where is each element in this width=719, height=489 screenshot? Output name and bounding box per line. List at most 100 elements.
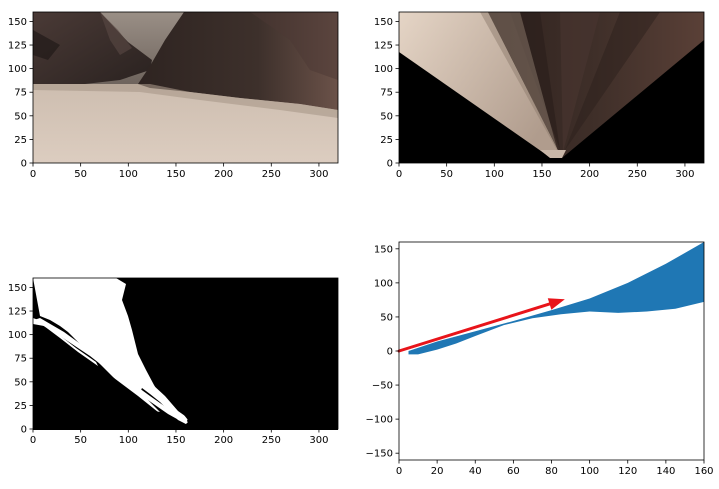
y-tick: 50 (14, 377, 33, 388)
y-tick: 0 (387, 347, 399, 358)
y-tick-label: −50 (372, 381, 393, 392)
y-tick-label: 75 (380, 88, 393, 99)
x-tick-label: 0 (396, 169, 402, 180)
x-tick: 50 (74, 163, 87, 180)
y-tick: 150 (374, 244, 399, 255)
y-tick: 100 (374, 278, 399, 289)
y-tick-label: 100 (374, 64, 393, 75)
x-tick-label: 150 (166, 169, 185, 180)
x-tick: 0 (396, 460, 402, 477)
y-tick-label: 50 (14, 377, 27, 388)
x-tick: 50 (74, 429, 87, 446)
x-tick-label: 60 (507, 466, 520, 477)
x-tick: 250 (262, 163, 281, 180)
x-tick: 100 (485, 163, 504, 180)
y-tick: −100 (366, 415, 399, 426)
x-tick-label: 250 (262, 169, 281, 180)
x-tick-label: 80 (545, 466, 558, 477)
x-tick: 160 (694, 460, 714, 477)
threshold-image-panel: 0 50 100 150 200 250 300 0 25 50 75 100 125 150 (8, 277, 339, 446)
x-tick-label: 200 (214, 435, 233, 446)
y-tick: 25 (380, 135, 399, 146)
x-tick-label: 150 (166, 435, 185, 446)
y-tick-label: 100 (8, 64, 27, 75)
y-tick-label: 0 (21, 425, 27, 436)
x-tick: 300 (309, 429, 328, 446)
y-tick: −50 (372, 381, 399, 392)
y-tick-label: 0 (387, 347, 393, 358)
x-tick-label: 100 (119, 435, 138, 446)
x-tick-label: 300 (309, 435, 328, 446)
x-tick-label: 100 (119, 169, 138, 180)
x-tick: 200 (214, 163, 233, 180)
camera-image-panel: 0 50 100 150 200 250 300 0 25 50 75 100 125 150 (8, 11, 339, 180)
y-tick: 50 (380, 312, 399, 323)
y-tick-label: 50 (380, 312, 393, 323)
y-tick: 100 (8, 64, 33, 75)
x-tick: 300 (675, 163, 694, 180)
x-tick-label: 140 (656, 466, 675, 477)
x-tick: 40 (469, 460, 482, 477)
camera-image-axes: 0 50 100 150 200 250 300 0 25 50 75 100 125 150 (8, 17, 329, 180)
x-tick: 100 (119, 429, 138, 446)
y-tick-label: −150 (366, 449, 393, 460)
x-tick: 120 (618, 460, 637, 477)
y-tick: 125 (8, 307, 33, 318)
y-tick-label: 25 (14, 135, 27, 146)
x-tick-label: 200 (214, 169, 233, 180)
y-tick-label: 150 (374, 17, 393, 28)
y-tick: 100 (374, 64, 399, 75)
x-tick-label: 100 (485, 169, 504, 180)
y-tick: 0 (21, 159, 33, 170)
x-tick-label: 50 (74, 435, 87, 446)
x-tick: 250 (262, 429, 281, 446)
y-tick-label: 0 (21, 159, 27, 170)
y-tick: 125 (374, 41, 399, 52)
arrow-head (547, 298, 565, 310)
y-tick: 25 (14, 135, 33, 146)
arrow-shaft (397, 302, 552, 353)
y-tick: 150 (8, 17, 33, 28)
x-tick-label: 300 (675, 169, 694, 180)
threshold-image-frame (32, 277, 339, 430)
y-tick-label: −100 (366, 415, 393, 426)
x-tick-label: 120 (618, 466, 637, 477)
x-tick: 200 (580, 163, 599, 180)
y-tick: 75 (14, 88, 33, 99)
camera-image-frame (32, 11, 339, 164)
x-tick-label: 200 (580, 169, 599, 180)
y-tick-label: 25 (14, 401, 27, 412)
y-tick-label: 25 (380, 135, 393, 146)
x-tick: 0 (396, 163, 402, 180)
y-tick: 0 (387, 159, 399, 170)
x-tick: 200 (214, 429, 233, 446)
x-tick-label: 250 (262, 435, 281, 446)
y-tick-label: 0 (387, 159, 393, 170)
warped-image-panel: 0 50 100 150 200 250 300 0 25 50 75 100 125 150 (374, 11, 705, 180)
x-tick: 150 (166, 163, 186, 180)
y-tick: 50 (14, 111, 33, 122)
x-tick: 300 (309, 163, 328, 180)
y-tick: 50 (380, 111, 399, 122)
warped-image-axes: 0 50 100 150 200 250 300 0 25 50 75 100 125 150 (374, 17, 695, 180)
y-tick-label: 125 (374, 41, 393, 52)
camera-image (33, 12, 338, 163)
y-tick: 150 (374, 17, 399, 28)
y-tick: −150 (366, 449, 399, 460)
x-tick-label: 150 (532, 169, 551, 180)
y-tick-label: 100 (8, 330, 27, 341)
x-tick: 50 (440, 163, 453, 180)
x-tick-label: 100 (580, 466, 599, 477)
x-tick-label: 0 (30, 435, 36, 446)
y-tick-label: 50 (380, 111, 393, 122)
mean-direction-arrow (397, 298, 565, 353)
x-tick: 0 (30, 163, 36, 180)
warped-image (399, 12, 704, 163)
y-tick: 75 (380, 88, 399, 99)
x-tick: 100 (580, 460, 599, 477)
y-tick-label: 125 (8, 307, 27, 318)
x-tick: 60 (507, 460, 520, 477)
x-tick-label: 300 (309, 169, 328, 180)
x-tick-label: 0 (396, 466, 402, 477)
